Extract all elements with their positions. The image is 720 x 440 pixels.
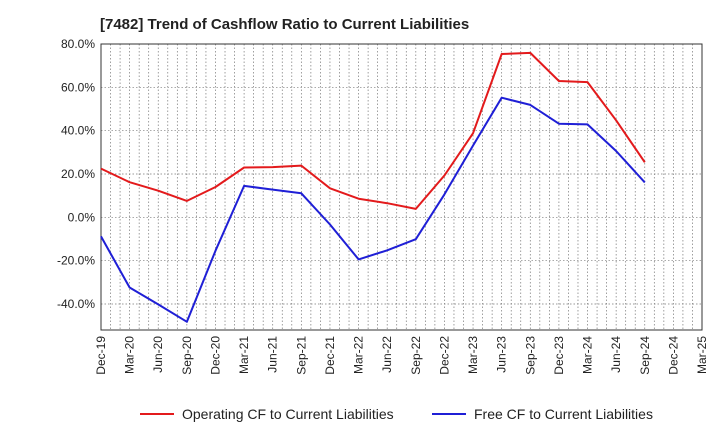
- x-tick-label: Dec-22: [437, 336, 451, 375]
- y-tick-label: -20.0%: [57, 254, 95, 268]
- chart-title: [7482] Trend of Cashflow Ratio to Curren…: [100, 16, 470, 33]
- x-tick-label: Mar-22: [352, 336, 366, 374]
- plot-frame: [100, 43, 703, 331]
- x-tick-label: Dec-20: [208, 336, 222, 375]
- x-tick-label: Sep-22: [409, 336, 423, 375]
- y-tick-label: 0.0%: [68, 210, 96, 224]
- series-line-1: [100, 51, 646, 210]
- y-tick-label: 20.0%: [61, 167, 95, 181]
- x-tick-label: Jun-21: [266, 336, 280, 373]
- x-tick-label: Jun-22: [380, 336, 394, 373]
- x-tick-label: Dec-21: [323, 336, 337, 375]
- x-tick-label: Sep-24: [638, 336, 652, 375]
- x-tick-label: Sep-23: [523, 336, 537, 375]
- y-tick-label: 60.0%: [61, 80, 95, 94]
- y-tick-label: 80.0%: [61, 37, 95, 51]
- legend-label-1: Operating CF to Current Liabilities: [182, 406, 394, 422]
- x-tick-label: Mar-23: [466, 336, 480, 374]
- series-line-2: [100, 96, 646, 323]
- x-tick-label: Mar-20: [123, 336, 137, 374]
- x-tick-label: Mar-21: [237, 336, 251, 374]
- y-tick-label: -40.0%: [57, 297, 95, 311]
- x-tick-label: Mar-24: [581, 336, 595, 374]
- y-tick-label: 40.0%: [61, 124, 95, 138]
- x-tick-label: Mar-25: [695, 336, 709, 374]
- x-tick-label: Dec-23: [552, 336, 566, 375]
- x-tick-label: Dec-19: [94, 336, 108, 375]
- x-tick-label: Jun-20: [151, 336, 165, 373]
- x-tick-label: Sep-21: [294, 336, 308, 375]
- x-tick-label: Jun-23: [495, 336, 509, 373]
- x-tick-label: Sep-20: [180, 336, 194, 375]
- plot-area: [101, 44, 702, 330]
- x-tick-label: Jun-24: [609, 336, 623, 373]
- legend-label-2: Free CF to Current Liabilities: [474, 406, 653, 422]
- x-tick-label: Dec-24: [666, 336, 680, 375]
